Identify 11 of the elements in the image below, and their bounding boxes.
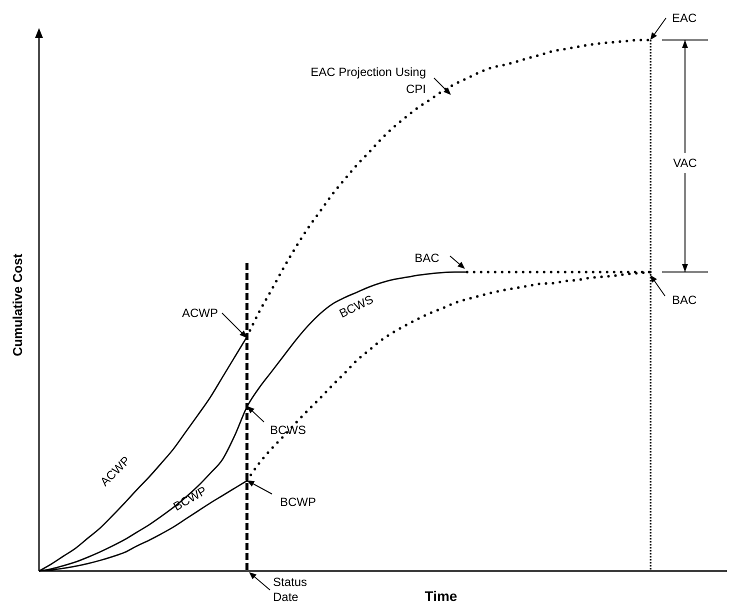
text: Status Date [273, 575, 308, 604]
annotation: BAC [672, 293, 698, 307]
annotation: BCWS [270, 423, 306, 437]
annotation: BAC [414, 251, 440, 265]
annotation: BCWP [280, 495, 316, 509]
annotation: ACWP [182, 306, 218, 320]
y-axis-title: Cumulative Cost [10, 253, 25, 356]
annotation: EAC Projection Using CPI [310, 65, 426, 96]
x-axis-title: Time [424, 588, 458, 604]
annotation: VAC [673, 156, 698, 170]
text: EAC [672, 11, 698, 25]
